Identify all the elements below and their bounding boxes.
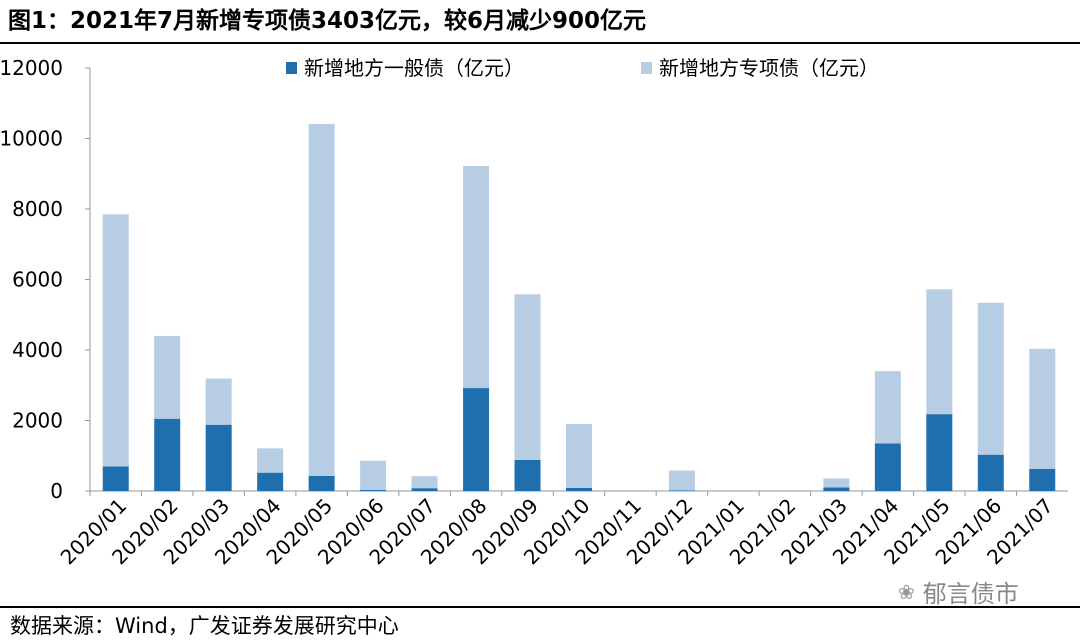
source-note: 数据来源：Wind，广发证券发展研究中心 — [10, 614, 399, 638]
bar-general-bond-2020-09 — [514, 459, 541, 491]
y-tick-label: 8000 — [12, 197, 63, 221]
bar-general-bond-2020-01 — [102, 466, 129, 491]
bar-special-bond-2020-04 — [257, 448, 284, 473]
y-tick-label: 12000 — [0, 56, 63, 80]
bar-special-bond-2020-03 — [205, 378, 232, 425]
bar-special-bond-2020-01 — [102, 214, 129, 467]
bar-general-bond-2020-10 — [566, 487, 592, 491]
bar-general-bond-2021-03 — [823, 487, 850, 491]
y-tick-label: 2000 — [12, 409, 63, 433]
watermark-text: 郁言债市 — [922, 580, 1019, 608]
bar-general-bond-2020-12 — [668, 490, 695, 491]
bar-special-bond-2020-02 — [154, 335, 181, 419]
bar-special-bond-2020-05 — [308, 124, 335, 476]
bar-general-bond-2020-05 — [308, 475, 335, 491]
bar-special-bond-2020-09 — [514, 294, 541, 460]
bar-special-bond-2021-06 — [977, 302, 1004, 455]
y-tick-label: 4000 — [12, 338, 63, 362]
bar-general-bond-2021-07 — [1029, 468, 1056, 491]
watermark: ❀ 郁言债市 — [898, 574, 1019, 609]
legend-label-0: 新增地方一般债（亿元） — [304, 56, 524, 80]
chart-legend: 新增地方一般债（亿元） 新增地方专项债（亿元） — [286, 56, 879, 80]
bar-general-bond-2020-04 — [257, 472, 284, 491]
bar-general-bond-2020-02 — [154, 418, 181, 491]
bar-special-bond-2020-07 — [411, 476, 438, 489]
legend-label-1: 新增地方专项债（亿元） — [659, 56, 879, 80]
figure-title: 图1：2021年7月新增专项债3403亿元，较6月减少900亿元 — [8, 8, 647, 34]
legend-swatch-1 — [641, 62, 652, 74]
bar-special-bond-2021-07 — [1029, 348, 1056, 469]
bar-general-bond-2020-07 — [411, 488, 438, 491]
bar-general-bond-2020-06 — [360, 489, 387, 491]
bar-special-bond-2020-06 — [360, 460, 387, 490]
bottom-rule — [0, 606, 1080, 608]
y-tick-label: 6000 — [12, 268, 63, 292]
bar-general-bond-2021-04 — [874, 443, 901, 491]
bar-general-bond-2020-08 — [463, 388, 490, 491]
bar-general-bond-2020-03 — [205, 424, 232, 491]
bar-general-bond-2021-05 — [926, 414, 953, 491]
bar-general-bond-2021-06 — [977, 454, 1004, 491]
bar-special-bond-2021-05 — [926, 289, 953, 415]
bar-special-bond-2021-03 — [823, 478, 850, 488]
y-tick-labels: 0 2000 4000 6000 8000 10000 12000 — [0, 56, 63, 503]
bar-special-bond-2021-04 — [874, 371, 901, 444]
wechat-icon: ❀ — [898, 579, 915, 604]
stacked-bar-chart: 0 2000 4000 6000 8000 10000 12000 2020/012020/… — [0, 56, 1068, 570]
bar-special-bond-2020-08 — [463, 165, 490, 389]
chart-bars — [102, 124, 1056, 491]
legend-swatch-0 — [286, 62, 297, 74]
y-tick-label: 10000 — [0, 127, 63, 151]
y-tick-label: 0 — [50, 479, 63, 503]
bar-special-bond-2020-12 — [668, 470, 695, 491]
title-rule — [0, 42, 1080, 44]
x-tick-labels: 2020/012020/022020/032020/042020/052020/… — [56, 494, 1058, 570]
bar-special-bond-2020-10 — [566, 424, 592, 488]
